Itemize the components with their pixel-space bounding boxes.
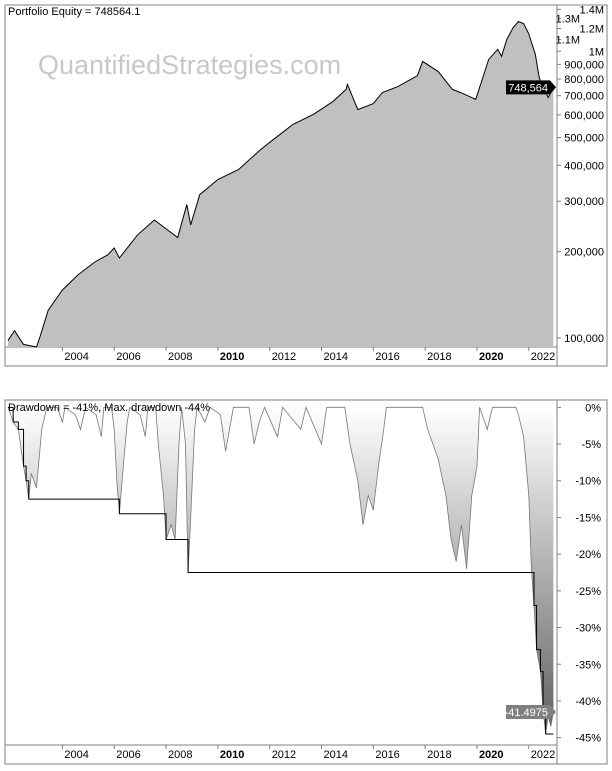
equity-area	[8, 21, 554, 347]
y-tick-label: -25%	[575, 586, 601, 598]
x-tick-label: 2018	[427, 351, 451, 363]
x-tick-label: 2018	[427, 749, 451, 761]
drawdown-panel: Drawdown = -41%, Max. drawdown -44% 0% -5…	[4, 399, 608, 765]
y-tick-label: 0%	[585, 402, 601, 414]
y-tick-label: 200,000	[564, 247, 604, 259]
x-tick-label: 2010	[220, 749, 244, 761]
last-value-badge	[506, 704, 556, 719]
drawdown-line	[7, 405, 554, 735]
x-tick-label: 2022	[531, 351, 555, 363]
last-value-label: 748,564	[508, 82, 548, 94]
x-tick-label: 2006	[116, 749, 140, 761]
y-tick-label: 100,000	[564, 333, 604, 345]
y-tick-label: 1.2M	[580, 24, 604, 36]
drawdown-title: Drawdown = -41%, Max. drawdown -44%	[8, 402, 210, 414]
x-tick-label: 2008	[168, 749, 192, 761]
equity-line	[7, 20, 554, 348]
equity-title: Portfolio Equity = 748564.1	[8, 6, 140, 18]
y-tick-label: 1M	[589, 46, 604, 58]
x-tick-label: 2004	[64, 351, 88, 363]
y-tick-label: 800,000	[564, 74, 604, 86]
y-tick-label: 500,000	[564, 133, 604, 145]
x-tick-label: 2006	[116, 351, 140, 363]
x-tick-label: 2020	[479, 351, 503, 363]
y-tick-label: 1.1M	[556, 34, 580, 46]
max-drawdown-line	[8, 406, 554, 735]
y-tick-label: -20%	[575, 549, 601, 561]
x-tick-label: 2008	[168, 351, 192, 363]
y-tick-label: 400,000	[564, 160, 604, 172]
x-tick-label: 2022	[531, 749, 555, 761]
y-tick-label: -35%	[575, 659, 601, 671]
watermark: QuantifiedStrategies.com	[38, 50, 341, 80]
y-tick-label: -30%	[575, 623, 601, 635]
y-tick-label: -10%	[575, 476, 601, 488]
x-tick-label: 2016	[375, 749, 399, 761]
last-value-label: -41.4975	[505, 707, 548, 719]
x-tick-label: 2014	[324, 749, 348, 761]
y-tick-label: -40%	[575, 696, 601, 708]
equity-panel: QuantifiedStrategies.com Portfolio Equit…	[4, 4, 608, 367]
y-tick-label: -45%	[575, 733, 601, 745]
x-tick-label: 2010	[220, 351, 244, 363]
x-tick-label: 2014	[324, 351, 348, 363]
x-tick-label: 2012	[272, 351, 296, 363]
last-value-badge	[506, 80, 556, 95]
y-tick-label: 1.4M	[580, 4, 604, 16]
y-tick-label: 700,000	[564, 91, 604, 103]
x-tick-label: 2004	[64, 749, 88, 761]
x-tick-label: 2012	[272, 749, 296, 761]
x-tick-label: 2016	[375, 351, 399, 363]
y-tick-label: -15%	[575, 512, 601, 524]
y-tick-label: 300,000	[564, 196, 604, 208]
y-tick-label: 1.3M	[556, 14, 580, 26]
y-tick-label: 900,000	[564, 59, 604, 71]
y-tick-label: -5%	[581, 439, 601, 451]
y-tick-label: 600,000	[564, 110, 604, 122]
x-tick-label: 2020	[479, 749, 503, 761]
